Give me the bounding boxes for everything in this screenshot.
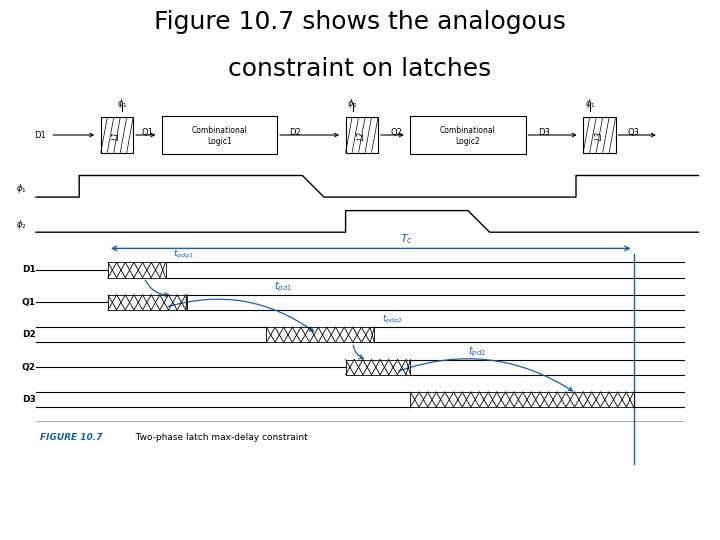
- Text: D2: D2: [289, 128, 301, 137]
- Text: D3: D3: [22, 395, 36, 404]
- Text: D1: D1: [22, 266, 36, 274]
- Bar: [101, 118, 133, 152]
- Text: $\phi_1$: $\phi_1$: [117, 97, 127, 110]
- Text: Logic2: Logic2: [456, 137, 480, 146]
- Text: $t_{pdq2}$: $t_{pdq2}$: [382, 313, 402, 326]
- Text: Combinational: Combinational: [440, 126, 496, 135]
- Text: D3: D3: [538, 128, 549, 137]
- Text: $\phi_2$: $\phi_2$: [348, 97, 358, 110]
- Text: Q1: Q1: [142, 128, 153, 137]
- Text: L2: L2: [357, 131, 366, 139]
- Bar: [162, 116, 277, 154]
- Text: Two-phase latch max-delay constraint: Two-phase latch max-delay constraint: [130, 433, 307, 442]
- Text: D1: D1: [34, 131, 45, 139]
- Text: $t_{pd1}$: $t_{pd1}$: [274, 279, 292, 294]
- Text: $T_c$: $T_c$: [400, 232, 413, 246]
- Text: constraint on latches: constraint on latches: [228, 57, 492, 81]
- Bar: [346, 118, 378, 152]
- Text: Figure 10.7 shows the analogous: Figure 10.7 shows the analogous: [154, 10, 566, 33]
- Text: $\phi_1$: $\phi_1$: [17, 183, 27, 195]
- Text: $\phi_1$: $\phi_1$: [585, 97, 595, 110]
- Text: Q1: Q1: [22, 298, 36, 307]
- Bar: [410, 116, 526, 154]
- Text: $\phi_2$: $\phi_2$: [17, 218, 27, 231]
- Bar: [583, 118, 616, 152]
- Text: Q2: Q2: [22, 363, 36, 372]
- Text: Q3: Q3: [628, 128, 639, 137]
- Text: L1: L1: [112, 131, 121, 139]
- Text: $t_{pd2}$: $t_{pd2}$: [468, 344, 486, 359]
- Text: FIGURE 10.7: FIGURE 10.7: [40, 433, 102, 442]
- Text: Combinational: Combinational: [192, 126, 248, 135]
- Text: Q2: Q2: [390, 128, 402, 137]
- Text: Logic1: Logic1: [207, 137, 232, 146]
- Text: $t_{pdq1}$: $t_{pdq1}$: [173, 248, 194, 261]
- Text: D2: D2: [22, 330, 36, 339]
- Text: L3: L3: [595, 131, 603, 139]
